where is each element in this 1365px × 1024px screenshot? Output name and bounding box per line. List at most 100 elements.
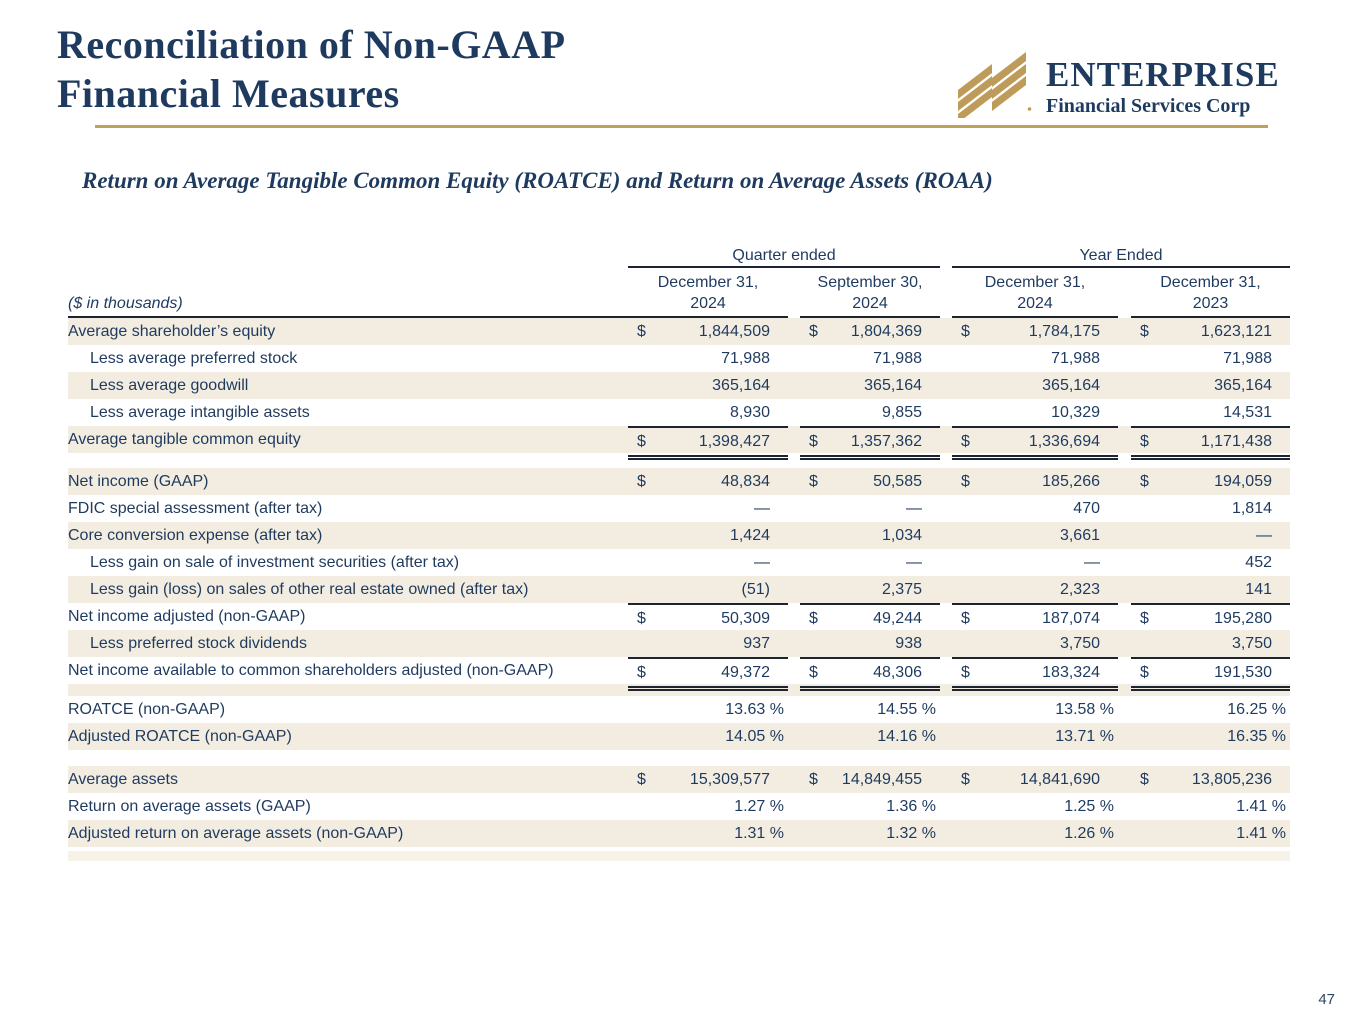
dollar-sign: $ [1140, 473, 1149, 490]
cell-value: 13.71 % [1055, 728, 1114, 745]
value-cell: $49,372 [628, 657, 788, 691]
column-gutter [1118, 766, 1131, 793]
value-cell: 3,750 [1131, 630, 1290, 657]
value-cell: 452 [1131, 549, 1290, 576]
value-cell: $49,244 [800, 603, 940, 632]
value-cell: 14.05 % [628, 723, 788, 750]
value-cell: $1,171,438 [1131, 426, 1290, 460]
logo-company-name: ENTERPRISE [1046, 55, 1280, 94]
dollar-sign: $ [637, 323, 646, 340]
column-gutter [940, 793, 952, 820]
cell-value: 14,841,690 [1019, 771, 1100, 788]
cell-value: 365,164 [712, 377, 770, 394]
cell-value: 71,988 [1051, 350, 1100, 367]
column-gutter [940, 723, 952, 750]
cell-value: 3,750 [1231, 635, 1272, 652]
cell-value: 194,059 [1214, 473, 1272, 490]
cell-value: 937 [743, 635, 770, 652]
table-row: Less average goodwill 365,164 365,164 365,1… [68, 372, 1290, 399]
cell-value: 3,750 [1059, 635, 1100, 652]
dollar-sign: $ [809, 323, 818, 340]
value-cell: — [800, 495, 940, 522]
value-cell: $50,309 [628, 603, 788, 632]
table-row: Adjusted ROATCE (non-GAAP) 14.05 % 14.16 %… [68, 723, 1290, 750]
cell-value: 16.25 % [1227, 701, 1286, 718]
value-cell: 16.25 % [1131, 696, 1290, 723]
table-row: Less average preferred stock 71,988 71,988… [68, 345, 1290, 372]
value-cell: $1,844,509 [628, 318, 788, 345]
value-cell: $1,804,369 [800, 318, 940, 345]
column-gutter [1118, 603, 1131, 632]
cell-value: 71,988 [1223, 350, 1272, 367]
cell-value: 1,171,438 [1200, 433, 1272, 450]
dollar-sign: $ [809, 473, 818, 490]
value-cell: 2,323 [952, 576, 1118, 603]
row-label: Adjusted return on average assets (non-G… [68, 825, 404, 842]
cell-value: 2,375 [881, 581, 922, 598]
dollar-sign: $ [961, 323, 970, 340]
cell-value: 365,164 [1214, 377, 1272, 394]
value-cell: 1.41 % [1131, 793, 1290, 820]
column-gutter [788, 318, 800, 345]
column-gutter [940, 495, 952, 522]
cell-value: 1.27 % [734, 798, 784, 815]
value-cell: 13.63 % [628, 696, 788, 723]
row-label: Adjusted ROATCE (non-GAAP) [68, 728, 292, 745]
value-cell: 3,750 [952, 630, 1118, 657]
company-logo: ENTERPRISE Financial Services Corp [958, 52, 1280, 123]
cell-value: — [754, 554, 770, 571]
cell-value: 1.25 % [1064, 798, 1114, 815]
table-row: Adjusted return on average assets (non-G… [68, 820, 1290, 847]
financial-table: Quarter ended Year Ended ($ in thousands… [68, 246, 1290, 861]
table-row: Average assets $15,309,577 $14,849,455 $14,… [68, 766, 1290, 793]
page-title-line1: Reconciliation of Non-GAAP [57, 22, 566, 67]
dollar-sign: $ [809, 610, 818, 627]
cell-value: 71,988 [721, 350, 770, 367]
value-cell: $1,623,121 [1131, 318, 1290, 345]
cell-value: 48,306 [873, 664, 922, 681]
header-gutter [1118, 268, 1131, 318]
value-cell: $48,306 [800, 657, 940, 691]
row-label: Less average goodwill [90, 377, 249, 394]
cell-value: — [754, 500, 770, 517]
dollar-sign: $ [961, 610, 970, 627]
cell-value: 71,988 [873, 350, 922, 367]
row-label: Net income (GAAP) [68, 473, 209, 490]
column-gutter [788, 345, 800, 372]
column-gutter [940, 345, 952, 372]
row-label: Average tangible common equity [68, 431, 301, 448]
cell-value: 14,849,455 [841, 771, 922, 788]
value-cell: 14.55 % [800, 696, 940, 723]
value-cell: $185,266 [952, 468, 1118, 495]
slide-subtitle: Return on Average Tangible Common Equity… [82, 168, 993, 193]
cell-value: 14,531 [1223, 404, 1272, 421]
dollar-sign: $ [637, 664, 646, 681]
value-cell: (51) [628, 576, 788, 603]
cell-value: 14.55 % [877, 701, 936, 718]
cell-value: 13,805,236 [1191, 771, 1272, 788]
column-gutter [788, 399, 800, 426]
value-cell: 10,329 [952, 399, 1118, 426]
cell-value: 49,372 [721, 664, 770, 681]
cell-value: 1.41 % [1236, 798, 1286, 815]
value-cell: 470 [952, 495, 1118, 522]
column-gutter [940, 468, 952, 495]
column-gutter [940, 630, 952, 657]
column-gutter [1118, 657, 1131, 691]
row-label: Less preferred stock dividends [90, 635, 307, 652]
value-cell: — [952, 549, 1118, 576]
table-row: Average shareholder’s equity $1,844,509 $1… [68, 318, 1290, 345]
dollar-sign: $ [637, 610, 646, 627]
value-cell: 1,424 [628, 522, 788, 549]
value-cell: $1,357,362 [800, 426, 940, 460]
dollar-sign: $ [809, 433, 818, 450]
cell-value: 14.05 % [725, 728, 784, 745]
cell-value: 1,336,694 [1028, 433, 1100, 450]
column-gutter [1118, 495, 1131, 522]
cell-value: 1,623,121 [1200, 323, 1272, 340]
table-row: Return on average assets (GAAP) 1.27 % 1.3… [68, 793, 1290, 820]
value-cell: 71,988 [1131, 345, 1290, 372]
dollar-sign: $ [809, 771, 818, 788]
column-gutter [788, 549, 800, 576]
cell-value: — [906, 500, 922, 517]
